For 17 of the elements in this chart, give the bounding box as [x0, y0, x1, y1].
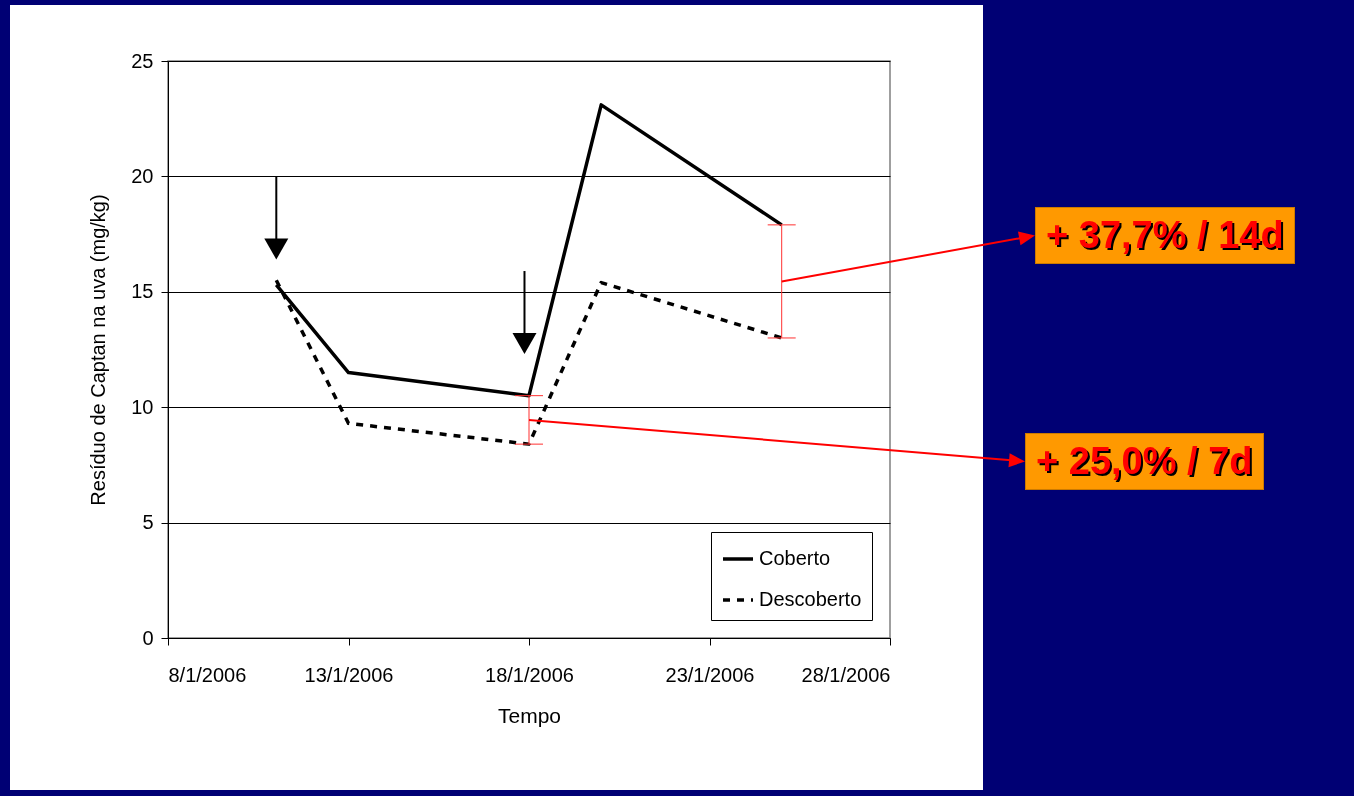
text: + 25,0% / 7d — [1025, 433, 1264, 490]
x-tick-label: 18/1/2006 — [485, 663, 574, 686]
legend-label: Coberto — [759, 547, 831, 569]
x-tick-label: 23/1/2006 — [665, 663, 755, 686]
legend-label: Descoberto — [759, 588, 862, 610]
text: + 37,7% / 14d — [1035, 207, 1295, 264]
y-tick-label: 0 — [142, 626, 154, 649]
x-tick-label: 13/1/2006 — [304, 663, 394, 686]
y-axis-title: Resíduo de Captan na uva (mg/kg) — [87, 194, 110, 506]
x-axis-title: Tempo — [497, 703, 562, 727]
y-tick-label: 5 — [142, 511, 154, 534]
y-tick-label: 20 — [131, 164, 154, 187]
y-tick-label: 15 — [131, 280, 154, 303]
y-tick-label: 10 — [131, 395, 154, 418]
x-tick-label: 8/1/2006 — [168, 663, 247, 686]
x-tick-label: 28/1/2006 — [801, 663, 891, 686]
y-tick-label: 25 — [131, 49, 154, 72]
